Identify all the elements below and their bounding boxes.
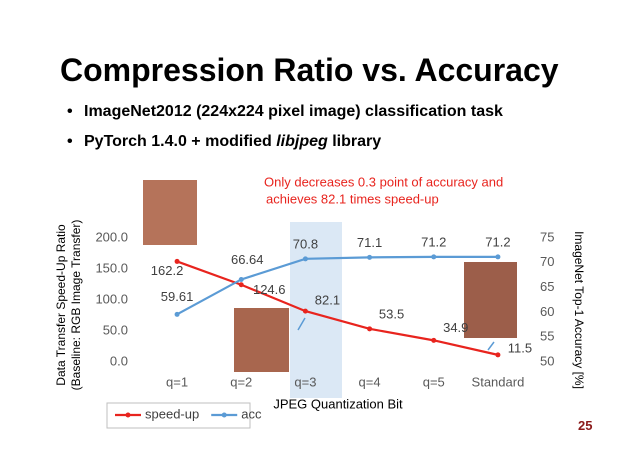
point	[367, 326, 373, 332]
point	[174, 311, 180, 317]
point	[495, 254, 501, 260]
point	[238, 282, 244, 288]
image	[234, 308, 289, 372]
data-label: 82.1	[315, 293, 340, 308]
bullet-text: ImageNet2012 (224x224 pixel image) class…	[84, 103, 503, 120]
data-label: 66.64	[231, 252, 264, 267]
y-tick-label: 100.0	[95, 291, 128, 306]
y-tick-label: 200.0	[95, 229, 128, 244]
data-label: 71.1	[357, 235, 382, 250]
x-axis-label: JPEG Quantization Bit	[273, 396, 403, 411]
data-label: 11.5	[508, 340, 532, 355]
point	[174, 258, 180, 264]
x-tick-label: q=3	[294, 374, 316, 389]
data-label: 34.9	[443, 320, 468, 335]
point	[431, 337, 437, 343]
bullet-text: PyTorch 1.4.0 + modified	[84, 133, 277, 150]
x-tick-label: q=1	[166, 374, 188, 389]
y-tick-label: 150.0	[95, 260, 128, 275]
point	[431, 254, 437, 260]
arrow	[487, 341, 495, 351]
data-label: 71.2	[421, 234, 446, 249]
x-tick-label: q=5	[423, 374, 445, 389]
legend-marker	[125, 412, 131, 418]
y-axis-label: (Baseline: RGB Image Transfer)	[69, 220, 83, 391]
y2-tick-label: 60	[540, 304, 554, 319]
legend-box	[106, 402, 251, 429]
y-tick-label: 0.0	[110, 353, 128, 368]
arrow	[297, 317, 306, 331]
legend-label: speed-up	[145, 406, 199, 421]
point	[367, 254, 373, 260]
point	[238, 276, 244, 282]
annotation: achieves 82.1 times speed-up	[266, 191, 439, 206]
data-label: 71.2	[485, 234, 510, 249]
page-number: 25	[578, 418, 593, 433]
bullet-text: libjpeg	[276, 133, 328, 150]
slide-title: Compression Ratio vs. Accuracy	[60, 52, 559, 88]
point	[495, 352, 501, 358]
highlight-band	[290, 222, 342, 398]
data-label: 70.8	[293, 236, 318, 251]
data-label: 59.61	[161, 289, 194, 304]
x-tick-label: q=2	[230, 374, 252, 389]
y-axis-label: Data Transfer Speed-Up Ratio	[54, 224, 68, 386]
series-line	[176, 255, 498, 316]
legend-label: acc	[241, 406, 262, 421]
image	[143, 180, 197, 245]
y-tick-label: 50.0	[103, 322, 128, 337]
x-tick-label: q=4	[359, 374, 381, 389]
y2-axis-label: ImageNet Top-1 Accuracy [%]	[572, 231, 586, 389]
bullet: ImageNet2012 (224x224 pixel image) class…	[67, 103, 503, 121]
y2-tick-label: 65	[540, 279, 554, 294]
y2-tick-label: 50	[540, 353, 554, 368]
point	[302, 256, 308, 262]
data-label: 124.6	[253, 282, 286, 297]
data-label: 53.5	[379, 306, 404, 321]
series-line	[176, 260, 499, 356]
image	[464, 262, 517, 338]
y2-tick-label: 55	[540, 329, 554, 344]
y2-tick-label: 75	[540, 229, 554, 244]
bullet: PyTorch 1.4.0 + modified libjpeg library	[67, 133, 382, 151]
y2-tick-label: 70	[540, 254, 554, 269]
data-label: 162.2	[151, 263, 184, 278]
legend-marker	[221, 412, 227, 418]
annotation: Only decreases 0.3 point of accuracy and	[264, 174, 503, 189]
point	[302, 308, 308, 314]
x-tick-label: Standard	[472, 374, 525, 389]
bullet-text: library	[327, 133, 382, 150]
